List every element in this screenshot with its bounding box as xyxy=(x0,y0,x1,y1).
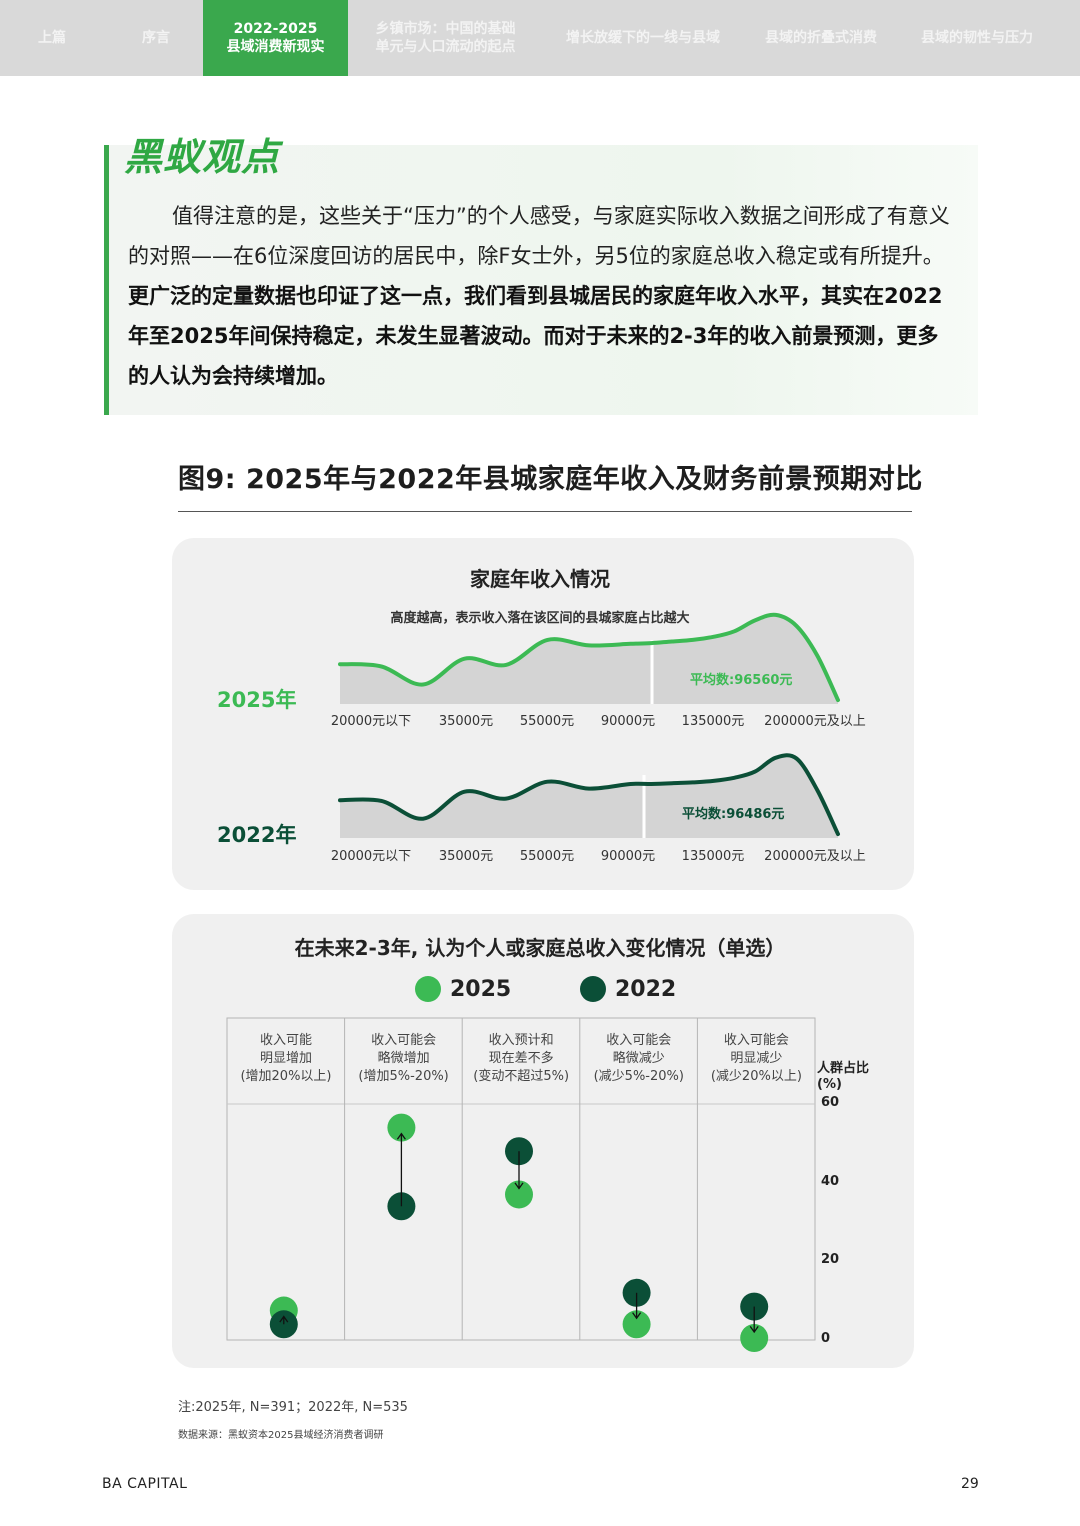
nav-tab-label: 县域的韧性与压力 xyxy=(921,30,1033,46)
x-tick-label: 135000元 xyxy=(681,714,745,729)
legend-label-2025: 2025 xyxy=(450,977,512,1002)
x-tick-label: 135000元 xyxy=(681,849,745,864)
nav-tab-county-reality[interactable]: 2022-2025 县域消费新现实 xyxy=(203,0,348,76)
figure-title: 图9: 2025年与2022年县城家庭年收入及财务前景预期对比 xyxy=(178,464,923,495)
nav-tab-folded-consumption[interactable]: 县域的折叠式消费 xyxy=(745,0,897,76)
viewpoint-bold-text: 更广泛的定量数据也印证了这一点，我们看到县城居民的家庭年收入水平，其实在2022… xyxy=(128,284,943,388)
category-header: 收入预计和 现在差不多 (变动不超过5%) xyxy=(473,1033,570,1084)
x-tick-label: 55000元 xyxy=(519,714,575,729)
nav-tab-growth-slowdown[interactable]: 增长放缓下的一线与县域 xyxy=(548,0,738,76)
x-tick-label: 35000元 xyxy=(438,714,494,729)
footer-brand: BA CAPITAL xyxy=(102,1476,188,1492)
y-tick-label: 40 xyxy=(821,1173,840,1189)
nav-tab-label: 县域消费新现实 xyxy=(226,39,325,55)
viewpoint-box xyxy=(104,145,978,415)
x-tick-label: 20000元以下 xyxy=(330,849,412,864)
category-header: 收入可能会 略微增加 (增加5%-20%) xyxy=(358,1033,449,1084)
x-tick-label: 90000元 xyxy=(600,849,656,864)
viewpoint-title: 黑蚁观点 xyxy=(124,134,281,179)
x-tick-label: 200000元及以上 xyxy=(764,849,866,864)
viewpoint-normal-text: 值得注意的是，这些关于“压力”的个人感受，与家庭实际收入数据之间形成了有意义的对… xyxy=(128,204,950,268)
nav-tab-label: 乡镇市场：中国的基础 xyxy=(375,21,516,37)
nav-tab-label: 2022-2025 xyxy=(233,21,318,37)
x-tick-label: 90000元 xyxy=(600,714,656,729)
nav-tab-label: 增长放缓下的一线与县域 xyxy=(566,30,720,46)
figure-title-rule xyxy=(178,511,912,512)
nav-tab-label: 县域的折叠式消费 xyxy=(765,30,877,46)
x-tick-label: 55000元 xyxy=(519,849,575,864)
viewpoint-text: 值得注意的是，这些关于“压力”的个人感受，与家庭实际收入数据之间形成了有意义的对… xyxy=(128,196,958,396)
category-header: 收入可能会 明显减少 (减少20%以上) xyxy=(710,1033,802,1084)
income-outlook-panel xyxy=(172,914,914,1368)
nav-tab-label: 单元与人口流动的起点 xyxy=(375,39,516,55)
y-tick-label: 0 xyxy=(821,1331,831,1346)
outlook-chart-title: 在未来2-3年, 认为个人或家庭总收入变化情况（单选） xyxy=(294,936,786,960)
legend-dot-2022 xyxy=(580,976,606,1002)
x-tick-label: 20000元以下 xyxy=(330,714,412,729)
nav-tab-label: 序言 xyxy=(142,30,170,46)
y-axis-unit: 人群占比 (%) xyxy=(817,1061,870,1092)
nav-tab-label: 上篇 xyxy=(38,30,66,46)
series-label-2022: 2022年 xyxy=(217,823,297,847)
page-number: 29 xyxy=(961,1476,979,1492)
nav-tab-township-market[interactable]: 乡镇市场：中国的基础 单元与人口流动的起点 xyxy=(348,0,543,76)
category-header: 收入可能会 略微减少 (减少5%-20%) xyxy=(593,1033,684,1084)
data-source: 数据来源：黑蚁资本2025县域经济消费者调研 xyxy=(178,1430,384,1441)
series-label-2025: 2025年 xyxy=(217,688,297,712)
nav-tab-upper[interactable]: 上篇 xyxy=(0,0,104,76)
sample-note: 注:2025年, N=391；2022年, N=535 xyxy=(178,1400,408,1415)
y-tick-label: 20 xyxy=(821,1252,840,1268)
nav-tab-resilience[interactable]: 县域的韧性与压力 xyxy=(905,0,1049,76)
x-tick-label: 35000元 xyxy=(438,849,494,864)
top-nav: 上篇 序言 2022-2025 县域消费新现实 乡镇市场：中国的基础 单元与人口… xyxy=(0,0,1080,76)
income-chart-title: 家庭年收入情况 xyxy=(470,567,610,591)
income-chart-subtitle: 高度越高，表示收入落在该区间的县城家庭占比越大 xyxy=(390,611,690,626)
y-tick-label: 60 xyxy=(821,1095,840,1110)
nav-tab-preface[interactable]: 序言 xyxy=(104,0,208,76)
legend-dot-2025 xyxy=(415,976,441,1002)
legend-label-2022: 2022 xyxy=(615,977,677,1002)
x-tick-label: 200000元及以上 xyxy=(764,714,866,729)
category-header: 收入可能 明显增加 (增加20%以上) xyxy=(240,1033,332,1084)
